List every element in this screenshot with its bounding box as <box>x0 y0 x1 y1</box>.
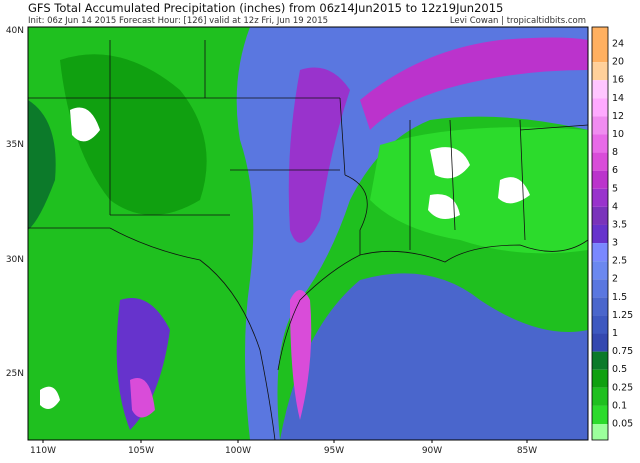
colorbar-band <box>592 134 608 153</box>
colorbar-band <box>592 387 608 406</box>
colorbar-band <box>592 116 608 135</box>
subtitle: Init: 06z Jun 14 2015 Forecast Hour: [12… <box>28 16 328 26</box>
longitude-label: 105W <box>128 446 154 456</box>
colorbar-top <box>592 27 608 44</box>
colorbar-label: 0.75 <box>612 346 633 357</box>
colorbar-band <box>592 405 608 424</box>
colorbar-label: 8 <box>612 147 618 158</box>
colorbar-band <box>592 152 608 171</box>
latitude-label: 35N <box>6 140 24 150</box>
latitude-label: 30N <box>6 255 24 265</box>
colorbar-label: 0.5 <box>612 364 627 375</box>
latitude-label: 40N <box>6 26 24 36</box>
colorbar-label: 24 <box>612 39 624 50</box>
latitude-label: 25N <box>6 369 24 379</box>
colorbar-band <box>592 80 608 99</box>
colorbar-band <box>592 224 608 244</box>
colorbar-band <box>592 261 608 280</box>
colorbar-label: 16 <box>612 75 624 86</box>
colorbar-band <box>592 333 608 352</box>
colorbar-label: 10 <box>612 129 624 140</box>
colorbar-band <box>592 62 608 81</box>
colorbar-label: 0.25 <box>612 382 633 393</box>
colorbar-frame <box>591 26 609 441</box>
longitude-label: 100W <box>225 446 251 456</box>
colorbar-label: 14 <box>612 93 624 104</box>
colorbar-band <box>592 315 608 334</box>
colorbar-label: 1.25 <box>612 310 633 321</box>
colorbar-band <box>592 98 608 117</box>
colorbar-label: 3 <box>612 238 618 249</box>
colorbar-band <box>592 279 608 298</box>
colorbar-band <box>592 424 608 440</box>
colorbar-label: 2 <box>612 274 618 285</box>
map-frame <box>27 26 589 441</box>
colorbar-label: 12 <box>612 111 624 122</box>
colorbar-band <box>592 369 608 388</box>
longitude-label: 85W <box>517 446 537 456</box>
map <box>28 27 588 440</box>
colorbar-band <box>592 351 608 370</box>
colorbar-label: 20 <box>612 57 624 68</box>
colorbar-label: 0.05 <box>612 419 633 430</box>
longitude-label: 95W <box>324 446 344 456</box>
credit: Levi Cowan | tropicaltidbits.com <box>450 16 586 26</box>
colorbar-band <box>592 170 608 189</box>
colorbar-label: 5 <box>612 183 618 194</box>
colorbar-band <box>592 297 608 316</box>
colorbar-band <box>592 206 608 225</box>
longitude-label: 90W <box>422 446 442 456</box>
colorbar-band <box>592 243 608 262</box>
longitude-label: 110W <box>30 446 56 456</box>
colorbar-label: 1 <box>612 328 618 339</box>
colorbar-band <box>592 44 608 63</box>
title: GFS Total Accumulated Precipitation (inc… <box>28 1 503 15</box>
colorbar-band <box>592 188 608 207</box>
colorbar-label: 2.5 <box>612 256 627 267</box>
colorbar-label: 6 <box>612 165 618 176</box>
colorbar-label: 4 <box>612 201 618 212</box>
colorbar-label: 0.1 <box>612 400 627 411</box>
colorbar-label: 3.5 <box>612 219 627 230</box>
colorbar-label: 1.5 <box>612 292 627 303</box>
